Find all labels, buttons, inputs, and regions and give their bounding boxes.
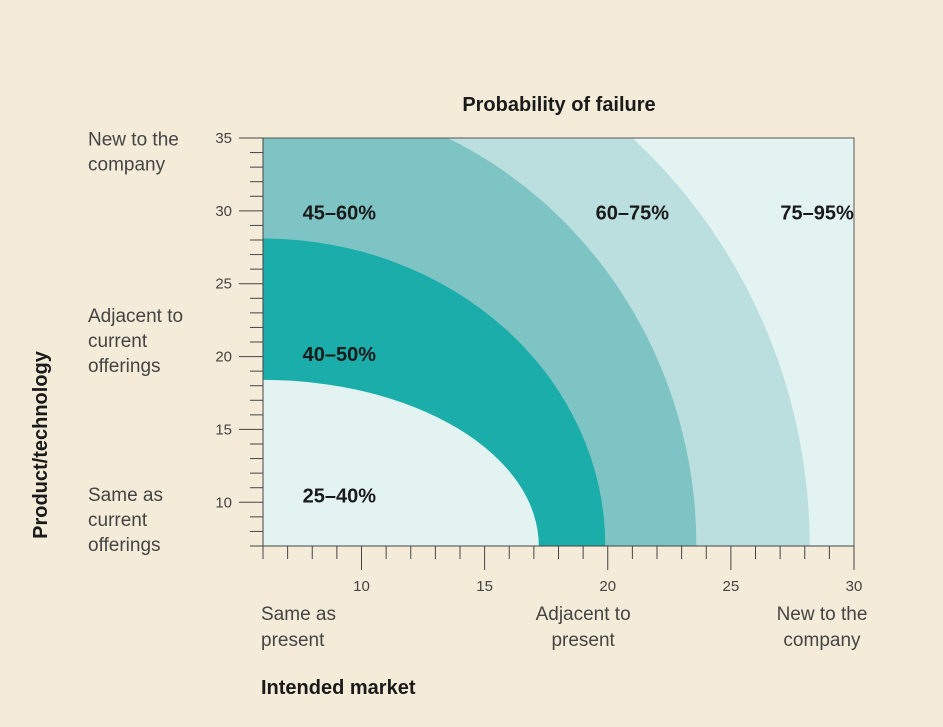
region-label: 40–50% — [303, 344, 377, 366]
y-tick-label: 25 — [215, 276, 232, 293]
y-category-label: Adjacent to current offerings — [88, 306, 183, 377]
y-category-label: Same as current offerings — [88, 485, 163, 556]
y-tick-label: 20 — [215, 349, 232, 366]
x-tick-label: 15 — [476, 578, 493, 595]
region-25-40 — [263, 379, 539, 546]
y-tick-label: 35 — [215, 130, 232, 147]
y-axis-title: Product/technology — [30, 350, 52, 539]
x-axis-title: Intended market — [261, 677, 416, 699]
y-category-label: New to the company — [88, 130, 179, 176]
x-tick-label: 25 — [723, 578, 740, 595]
x-tick-label: 10 — [353, 578, 370, 595]
x-tick-label: 20 — [599, 578, 616, 595]
region-label: 25–40% — [303, 485, 377, 507]
x-tick-label: 30 — [846, 578, 863, 595]
y-tick-label: 30 — [215, 203, 232, 220]
y-tick-label: 15 — [215, 421, 232, 438]
x-category-label: Adjacent to present — [536, 604, 631, 651]
y-tick-label: 10 — [215, 494, 232, 511]
region-label: 45–60% — [303, 203, 377, 225]
region-label: 75–95% — [780, 203, 854, 225]
chart-title: Probability of failure — [462, 94, 655, 116]
x-category-label: New to the company — [777, 604, 868, 651]
region-label: 60–75% — [596, 203, 670, 225]
x-category-label: Same as present — [261, 604, 336, 651]
